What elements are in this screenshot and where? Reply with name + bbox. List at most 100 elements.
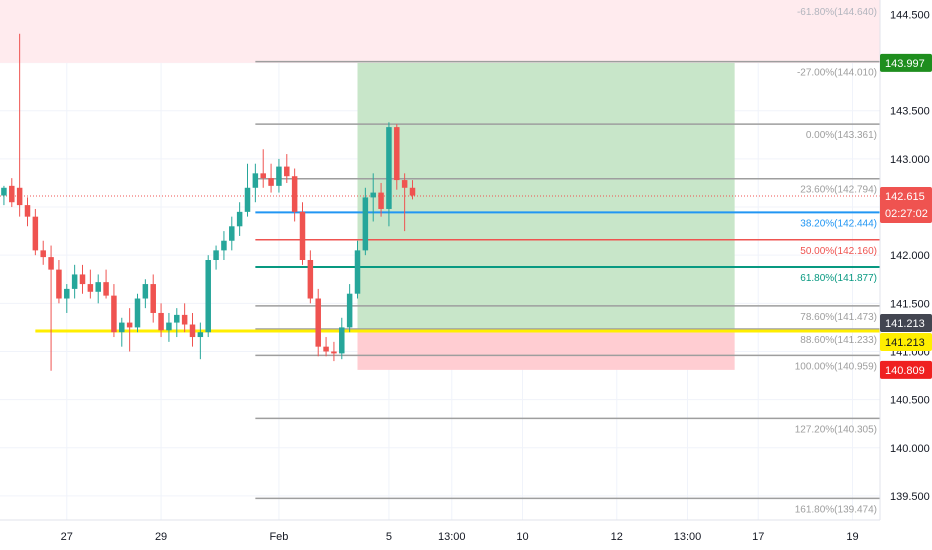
price-tick-label: 144.500: [890, 9, 930, 21]
fib-level-label: 88.60%(141.233): [800, 335, 877, 346]
candle-body: [378, 192, 384, 209]
candle-body: [370, 192, 376, 198]
fib-level-label: -27.00%(144.010): [797, 68, 877, 79]
candle-body: [103, 282, 109, 296]
candle-body: [244, 187, 251, 212]
current-price-badge: [880, 186, 932, 223]
position-profit-zone: [357, 62, 735, 331]
price-axis[interactable]: 144.500144.000143.500143.000142.500142.0…: [879, 0, 932, 550]
candle-body: [229, 226, 235, 241]
candlesticks: [1, 33, 416, 371]
zones: [0, 0, 880, 370]
candle-body: [150, 284, 156, 313]
price-badge: [880, 53, 932, 72]
candle-body: [362, 197, 369, 251]
candle-body: [181, 314, 188, 325]
fib-level-label: 78.60%(141.473): [800, 312, 877, 323]
candle-body: [64, 288, 70, 299]
candle-body: [276, 166, 282, 186]
time-tick-label: 17: [752, 531, 764, 543]
candle-body: [354, 250, 361, 294]
candle-body: [221, 240, 227, 251]
candle-body: [386, 127, 392, 209]
candle-body: [189, 324, 196, 338]
candle-body: [284, 166, 290, 177]
candle-body: [87, 284, 94, 292]
candle-body: [79, 274, 86, 285]
price-badge-label: 140.809: [885, 365, 925, 377]
candle-body: [299, 211, 306, 260]
current-price-value: 142.615: [885, 191, 925, 203]
time-axis[interactable]: 27 29 Feb 5 13:00 10 12 13:00 17 19: [0, 519, 880, 550]
fib-level-label: 23.60%(142.794): [800, 185, 877, 196]
fib-level-label: 127.20%(140.305): [795, 424, 877, 435]
candle-body: [158, 312, 164, 331]
candle-body: [236, 211, 243, 227]
candle-body: [213, 250, 219, 260]
time-tick-label: 13:00: [438, 531, 466, 543]
candle-body: [268, 178, 274, 186]
fib-level-label: -61.80%(144.640): [797, 7, 877, 18]
candle-body: [174, 314, 180, 323]
candle-body: [166, 322, 172, 331]
upper-resistance-zone: [0, 0, 880, 63]
candle-body: [24, 205, 31, 217]
fib-level-label: 50.00%(142.160): [800, 246, 877, 257]
price-tick-label: 140.500: [890, 395, 930, 407]
fibonacci-retracement[interactable]: -61.80%(144.640) -27.00%(144.010) 0.00%(14…: [0, 7, 880, 515]
time-tick-label: 13:00: [674, 531, 702, 543]
candle-body: [252, 173, 259, 188]
fib-level-label: 61.80%(141.877): [800, 273, 877, 284]
candle-body: [16, 187, 23, 206]
candle-body: [9, 185, 15, 203]
price-tick-label: 143.000: [890, 154, 930, 166]
candle-body: [315, 298, 321, 347]
candle-body: [409, 187, 416, 196]
candle-body: [71, 274, 78, 289]
candle-body: [111, 295, 117, 333]
price-tick-label: 139.500: [890, 491, 930, 503]
fib-level-label: 38.20%(142.444): [800, 218, 877, 229]
candle-body: [95, 282, 101, 292]
candle-body: [1, 187, 7, 196]
candle-body: [48, 257, 54, 270]
candle-body: [142, 284, 149, 299]
candle-body: [331, 351, 337, 354]
price-badge: [880, 360, 932, 379]
candle-body: [56, 269, 62, 299]
time-axis-background: [0, 520, 880, 550]
candle-body: [197, 332, 204, 338]
candle-body: [32, 216, 39, 251]
candle-body: [126, 322, 133, 328]
candle-body: [260, 173, 266, 179]
price-badge-label: 141.213: [885, 337, 925, 349]
time-tick-label: 5: [386, 531, 392, 543]
candle-body: [394, 127, 400, 181]
position-loss-zone: [357, 330, 735, 370]
candle-body: [291, 176, 298, 212]
time-tick-label: 12: [611, 531, 623, 543]
price-tick-label: 142.000: [890, 250, 930, 262]
price-badge: [880, 332, 932, 351]
time-tick-label: 29: [155, 531, 167, 543]
candle-body: [323, 346, 329, 352]
fib-level-label: 100.00%(140.959): [795, 361, 877, 372]
time-tick-label: Feb: [269, 531, 288, 543]
price-badge-label: 141.213: [885, 318, 925, 330]
price-tick-label: 143.500: [890, 106, 930, 118]
candle-body: [134, 298, 141, 328]
time-tick-label: 27: [61, 531, 73, 543]
price-badge-label: 143.997: [885, 58, 925, 70]
candle-body: [307, 260, 314, 299]
candle-body: [346, 293, 353, 328]
price-tick-label: 140.000: [890, 443, 930, 455]
time-tick-label: 10: [516, 531, 528, 543]
candle-body: [339, 327, 345, 354]
candle-body: [119, 322, 125, 333]
price-badge: [880, 313, 932, 332]
price-tick-label: 141.500: [890, 298, 930, 310]
price-axis-background: [880, 0, 932, 550]
candle-body: [401, 180, 408, 188]
fib-level-label: 161.80%(139.474): [795, 504, 877, 515]
